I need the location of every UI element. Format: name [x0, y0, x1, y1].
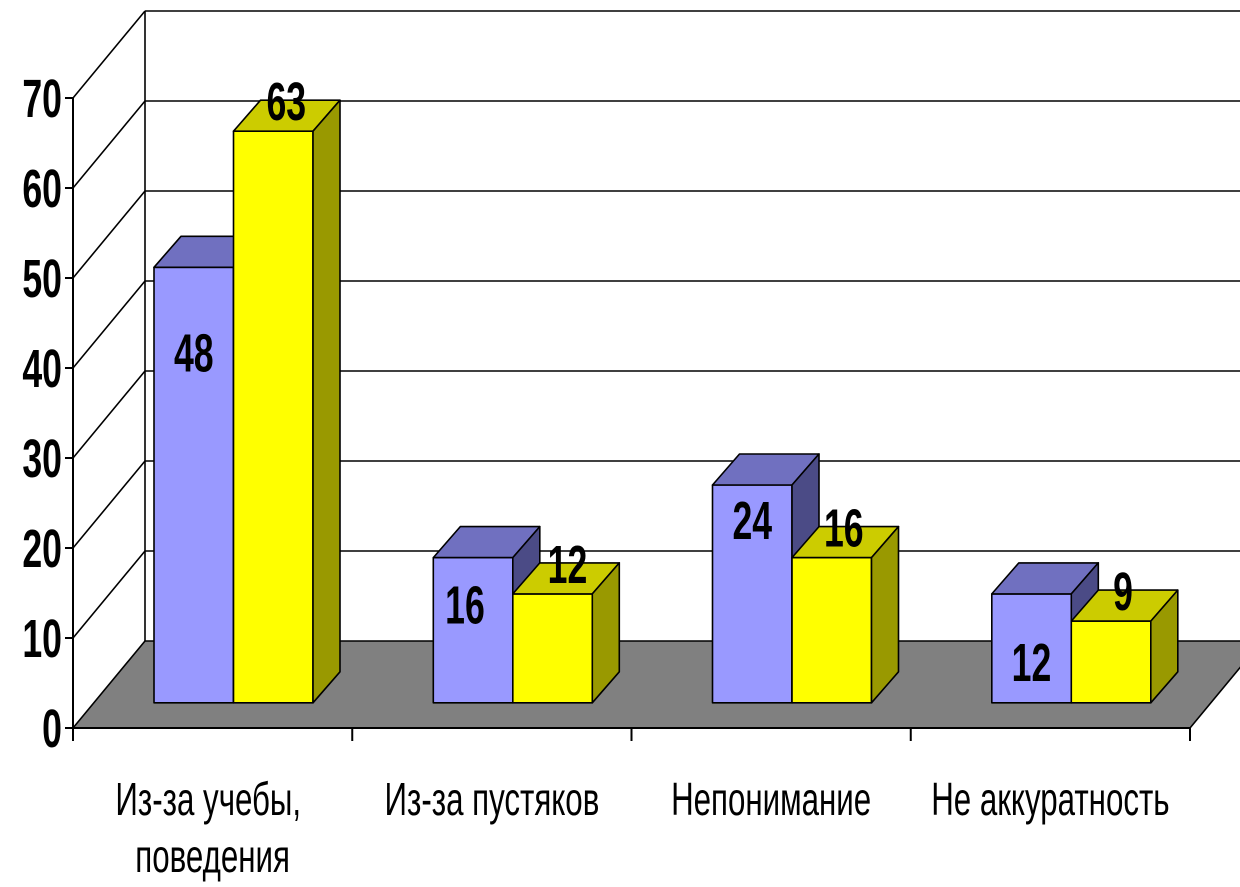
bar-side-face [870, 525, 900, 704]
side-wall-gridline [72, 280, 146, 369]
y-tick-label: 20 [22, 519, 62, 579]
data-label: 16 [824, 498, 864, 558]
x-category-label-line: Из-за учебы, [115, 774, 309, 825]
data-label: 12 [548, 535, 588, 595]
bar-front-face [511, 593, 594, 704]
x-axis-category-labels: Из-за учебы, поведения Из-за пустяков Непо… [115, 774, 1169, 882]
side-wall-gridline [72, 370, 146, 459]
y-tick-label: 0 [42, 699, 62, 759]
side-wall-gridline [72, 190, 146, 279]
bar [1070, 589, 1179, 704]
bar [232, 99, 341, 704]
data-label: 16 [445, 575, 485, 635]
back-wall [145, 11, 1240, 641]
chart-bars [153, 99, 1179, 704]
bar [791, 525, 900, 704]
y-tick-label: 10 [22, 609, 62, 669]
y-tick-label: 30 [22, 429, 62, 489]
side-wall-gridline [72, 550, 146, 639]
side-wall-gridline [72, 10, 146, 99]
data-label: 48 [174, 323, 214, 383]
x-category-label: Не аккуратность [931, 774, 1169, 825]
data-label: 9 [1113, 562, 1133, 622]
y-axis-tick-labels: 0 10 20 30 40 50 60 70 [22, 69, 62, 759]
bar-side-face [312, 99, 341, 704]
x-category-label: Из-за учебы, поведения [115, 774, 309, 882]
data-label: 63 [266, 72, 306, 132]
y-tick-label: 70 [22, 69, 62, 129]
data-label: 24 [732, 491, 772, 551]
x-category-label-line: Не аккуратность [931, 774, 1169, 825]
bar-front-face [791, 556, 873, 704]
x-category-label: Непонимание [671, 774, 871, 825]
data-label: 12 [1012, 633, 1052, 693]
y-tick-label: 50 [22, 249, 62, 309]
side-wall-gridline [72, 100, 146, 189]
bar-side-face [591, 562, 621, 704]
bar-front-face [232, 130, 314, 704]
bar-side-face [1150, 589, 1179, 704]
y-tick-label: 60 [22, 159, 62, 219]
x-category-label-line: Из-за пустяков [384, 774, 599, 825]
chart-walls [72, 10, 1240, 641]
chart-data-labels: 48 63 16 12 24 16 12 9 [174, 72, 1133, 693]
bar [511, 562, 621, 704]
x-category-label-line: Непонимание [671, 774, 871, 825]
side-wall-gridline [72, 460, 146, 549]
x-category-label-line: поведения [135, 831, 290, 882]
bar-front-face [1070, 620, 1152, 704]
x-category-label: Из-за пустяков [384, 774, 599, 825]
chart-axes [65, 97, 1191, 741]
y-tick-label: 40 [22, 339, 62, 399]
